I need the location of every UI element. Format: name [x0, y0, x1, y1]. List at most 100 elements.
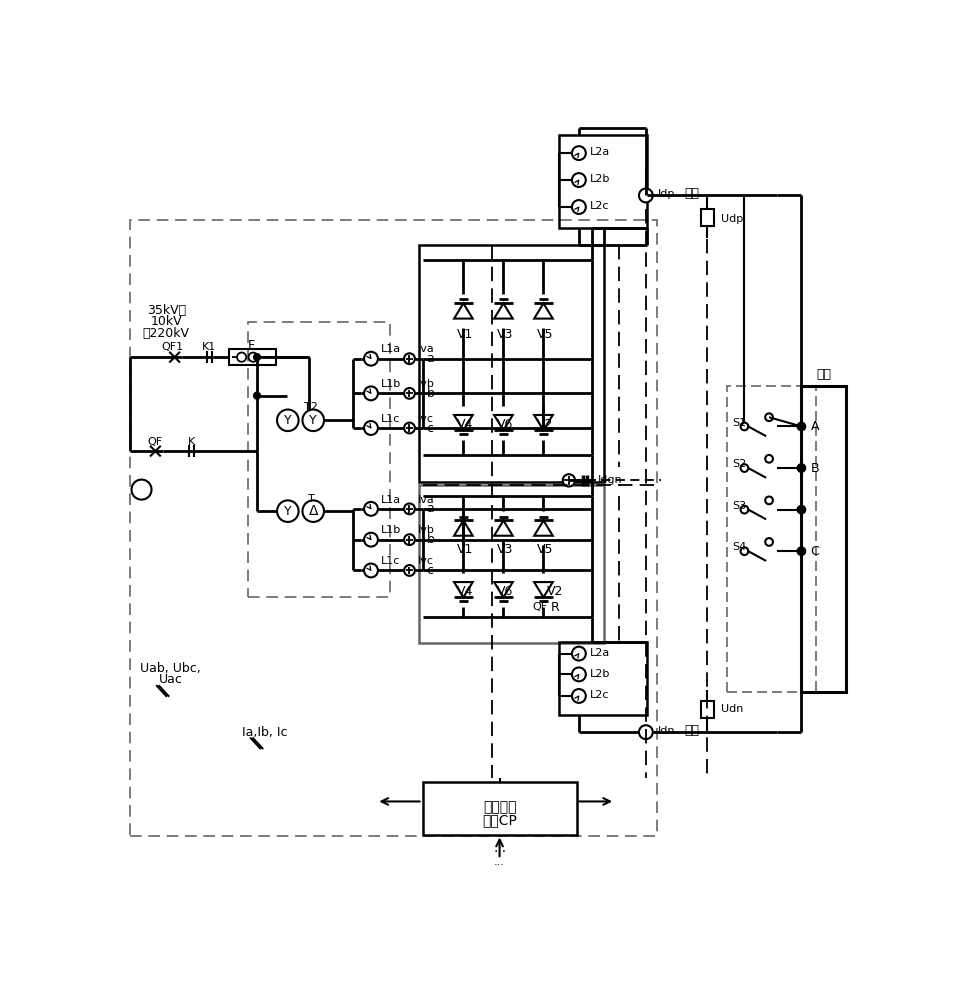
Text: V1: V1 — [456, 328, 473, 341]
Circle shape — [302, 500, 324, 522]
Text: Udn: Udn — [721, 704, 744, 714]
Circle shape — [131, 480, 152, 500]
Circle shape — [302, 410, 324, 431]
Text: Ivc: Ivc — [418, 556, 434, 566]
Circle shape — [404, 565, 415, 576]
Text: S2: S2 — [732, 459, 746, 469]
Text: L1c: L1c — [381, 556, 400, 566]
Text: L1c: L1c — [381, 414, 400, 424]
Text: V6: V6 — [497, 418, 513, 431]
Circle shape — [740, 547, 748, 555]
Text: Ia,Ib, Ic: Ia,Ib, Ic — [242, 726, 288, 739]
Bar — [419, 245, 603, 482]
Circle shape — [572, 647, 586, 661]
Text: V1: V1 — [456, 543, 473, 556]
Text: Ivb: Ivb — [418, 379, 434, 389]
Text: Y: Y — [284, 414, 292, 427]
Circle shape — [572, 173, 586, 187]
Circle shape — [248, 353, 258, 362]
Bar — [802, 386, 846, 692]
Text: Iva: Iva — [418, 495, 434, 505]
Text: T2: T2 — [304, 402, 317, 412]
Text: L2b: L2b — [590, 174, 610, 184]
Text: Idn: Idn — [658, 726, 675, 736]
Text: S3: S3 — [732, 501, 746, 511]
Polygon shape — [454, 582, 473, 597]
Polygon shape — [494, 520, 513, 536]
Text: S1: S1 — [732, 418, 746, 428]
Text: ...: ... — [494, 857, 505, 867]
Text: c: c — [427, 564, 433, 577]
Bar — [228, 349, 276, 365]
Circle shape — [639, 725, 653, 739]
Text: L1a: L1a — [381, 344, 401, 354]
Circle shape — [364, 564, 378, 577]
Text: L1b: L1b — [381, 379, 401, 389]
Circle shape — [364, 352, 378, 366]
Text: b: b — [427, 533, 434, 546]
Text: c: c — [427, 422, 433, 434]
Text: 35kV或: 35kV或 — [147, 304, 186, 317]
Circle shape — [765, 538, 773, 546]
Circle shape — [572, 667, 586, 681]
Circle shape — [740, 423, 748, 430]
Text: Idgn: Idgn — [598, 475, 622, 485]
Circle shape — [740, 506, 748, 513]
Text: 负极: 负极 — [685, 724, 699, 737]
Polygon shape — [534, 520, 552, 536]
Text: V2: V2 — [537, 418, 553, 431]
Text: V6: V6 — [497, 585, 513, 598]
Text: L2b: L2b — [590, 669, 610, 679]
Polygon shape — [534, 582, 552, 597]
Text: b: b — [427, 387, 434, 400]
Circle shape — [277, 410, 298, 431]
Circle shape — [572, 689, 586, 703]
Circle shape — [237, 353, 246, 362]
Text: Ivb: Ivb — [418, 525, 434, 535]
Text: L2a: L2a — [590, 648, 610, 658]
Polygon shape — [454, 303, 473, 319]
Text: A: A — [810, 420, 819, 433]
Text: B: B — [810, 462, 819, 475]
Text: Δ: Δ — [309, 504, 318, 518]
Text: Y: Y — [310, 414, 317, 427]
Circle shape — [364, 502, 378, 516]
Bar — [701, 209, 713, 226]
Circle shape — [404, 388, 415, 399]
Text: Uab, Ubc,: Uab, Ubc, — [140, 662, 201, 675]
Text: V3: V3 — [497, 328, 513, 341]
Text: L2a: L2a — [590, 147, 610, 157]
Polygon shape — [494, 303, 513, 319]
Circle shape — [404, 503, 415, 514]
Circle shape — [798, 464, 806, 472]
Text: QF: QF — [532, 602, 548, 612]
Polygon shape — [454, 520, 473, 536]
Polygon shape — [534, 303, 552, 319]
Text: 10kV: 10kV — [151, 315, 182, 328]
Text: K1: K1 — [201, 342, 216, 352]
Text: ...: ... — [493, 841, 506, 855]
Text: Ivc: Ivc — [418, 414, 434, 424]
Circle shape — [364, 386, 378, 400]
Text: V5: V5 — [537, 328, 553, 341]
Bar — [423, 782, 576, 835]
Text: QF1: QF1 — [161, 342, 183, 352]
Text: Y: Y — [284, 505, 292, 518]
Text: R: R — [550, 601, 559, 614]
Text: K: K — [188, 437, 196, 447]
Text: V5: V5 — [537, 543, 553, 556]
Circle shape — [765, 413, 773, 421]
Polygon shape — [494, 415, 513, 430]
Circle shape — [572, 146, 586, 160]
Circle shape — [254, 393, 260, 399]
Text: L2c: L2c — [590, 690, 609, 700]
Circle shape — [798, 423, 806, 430]
Text: L1a: L1a — [381, 495, 401, 505]
Text: QF: QF — [147, 437, 162, 447]
Circle shape — [798, 506, 806, 513]
Bar — [419, 485, 603, 643]
Text: T: T — [308, 494, 315, 504]
Bar — [701, 701, 713, 718]
Text: 导线: 导线 — [816, 368, 831, 381]
Circle shape — [404, 423, 415, 433]
